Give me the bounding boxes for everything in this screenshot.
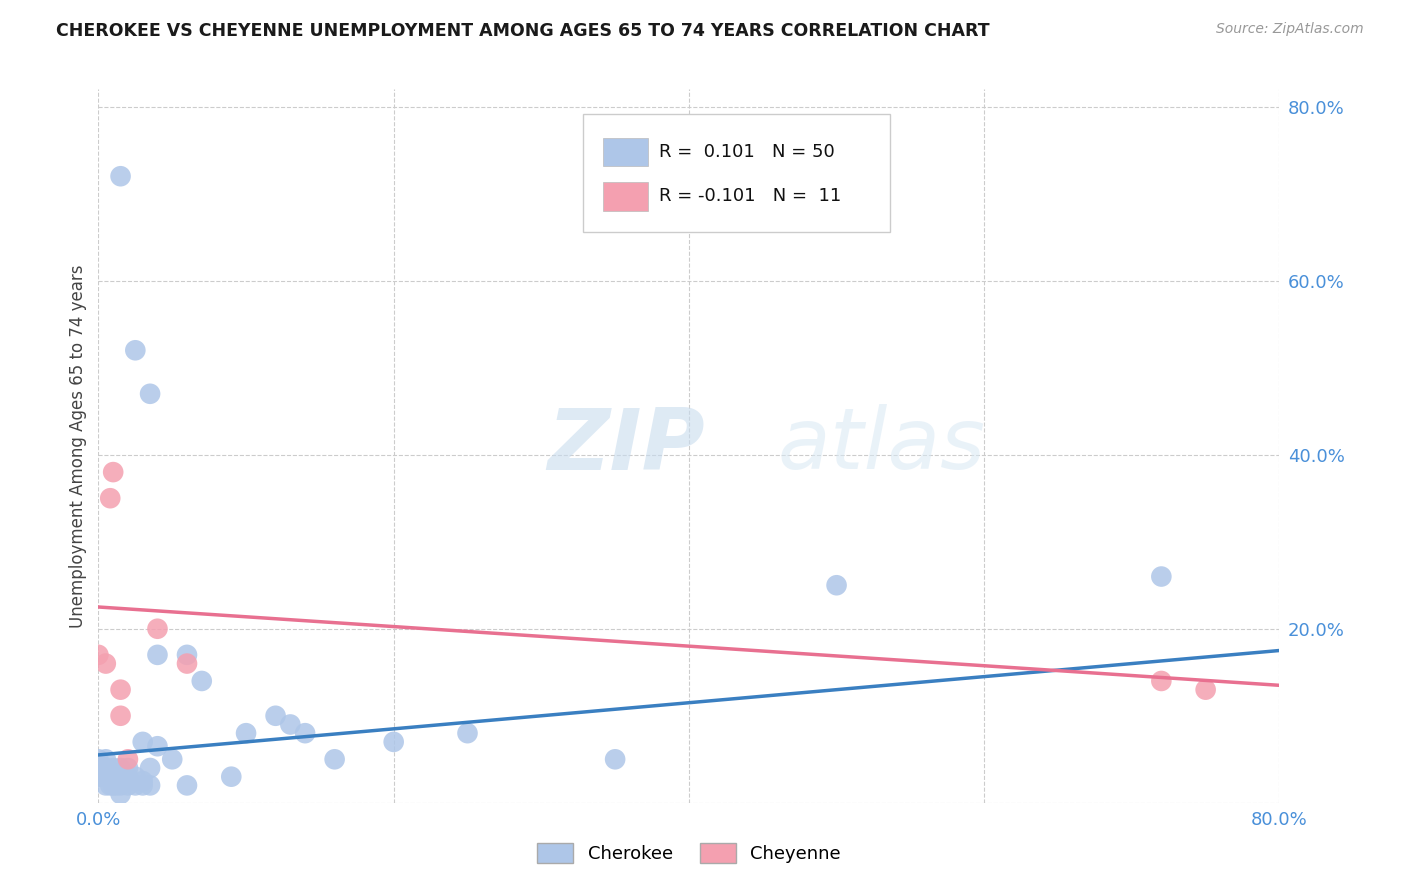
Point [139, 778, 162, 792]
Point [139, 386, 162, 401]
Point [825, 578, 848, 592]
Text: Source: ZipAtlas.com: Source: ZipAtlas.com [1216, 22, 1364, 37]
Point [103, 770, 125, 784]
Point [87, 648, 110, 662]
Point [146, 648, 169, 662]
Point [124, 343, 146, 358]
Point [146, 622, 169, 636]
Point [117, 778, 139, 792]
Point [94, 752, 117, 766]
Point [94, 770, 117, 784]
Point [146, 739, 169, 754]
Point [110, 778, 132, 792]
Point [103, 465, 125, 479]
Point [1150, 673, 1173, 688]
Point [176, 657, 198, 671]
Point [176, 648, 198, 662]
Point [87, 752, 110, 766]
Point [105, 770, 128, 784]
Point [264, 708, 287, 723]
Point [98, 491, 121, 506]
Point [105, 778, 128, 792]
Point [1150, 569, 1173, 583]
Point [456, 726, 478, 740]
Point [139, 761, 162, 775]
Point [110, 787, 132, 801]
Y-axis label: Unemployment Among Ages 65 to 74 years: Unemployment Among Ages 65 to 74 years [69, 264, 87, 628]
Point [162, 752, 183, 766]
Point [110, 774, 132, 789]
Point [132, 735, 155, 749]
Point [117, 752, 139, 766]
Point [605, 752, 627, 766]
Point [278, 717, 302, 731]
FancyBboxPatch shape [582, 114, 890, 232]
Point [87, 770, 110, 784]
Point [219, 770, 242, 784]
Point [110, 765, 132, 780]
Point [110, 708, 132, 723]
Point [110, 761, 132, 775]
Point [117, 770, 139, 784]
Point [94, 778, 117, 792]
FancyBboxPatch shape [603, 137, 648, 166]
Point [110, 682, 132, 697]
Point [176, 778, 198, 792]
Point [382, 735, 405, 749]
Point [124, 770, 146, 784]
Text: ZIP: ZIP [547, 404, 704, 488]
Point [94, 765, 117, 780]
Point [323, 752, 346, 766]
Text: CHEROKEE VS CHEYENNE UNEMPLOYMENT AMONG AGES 65 TO 74 YEARS CORRELATION CHART: CHEROKEE VS CHEYENNE UNEMPLOYMENT AMONG … [56, 22, 990, 40]
Point [103, 774, 125, 789]
Legend: Cherokee, Cheyenne: Cherokee, Cheyenne [530, 835, 848, 871]
Text: R =  0.101   N = 50: R = 0.101 N = 50 [659, 143, 835, 161]
Point [235, 726, 257, 740]
Point [87, 761, 110, 775]
Point [132, 778, 155, 792]
FancyBboxPatch shape [603, 182, 648, 211]
Point [110, 770, 132, 784]
Point [98, 778, 121, 792]
Point [98, 770, 121, 784]
Point [132, 774, 155, 789]
Point [94, 761, 117, 775]
Text: atlas: atlas [778, 404, 986, 488]
Point [294, 726, 316, 740]
Point [124, 778, 146, 792]
Point [1195, 682, 1218, 697]
Point [117, 761, 139, 775]
Point [103, 761, 125, 775]
Text: R = -0.101   N =  11: R = -0.101 N = 11 [659, 187, 842, 205]
Point [117, 774, 139, 789]
Point [103, 778, 125, 792]
Point [94, 657, 117, 671]
Point [191, 673, 214, 688]
Point [110, 169, 132, 184]
